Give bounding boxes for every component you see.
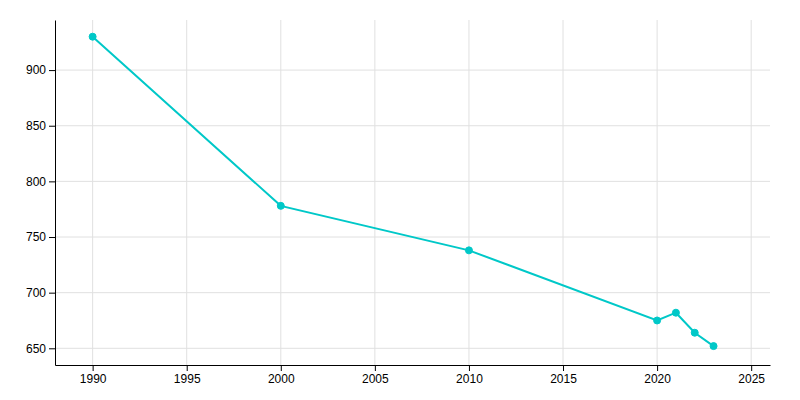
x-tick-label: 2025: [738, 372, 765, 386]
x-tick: 2025: [738, 365, 765, 386]
y-tick: 850: [26, 119, 55, 133]
y-tick: 800: [26, 175, 55, 189]
grid-line-x: [751, 20, 752, 365]
x-tick-mark: [281, 365, 282, 371]
x-tick-mark: [563, 365, 564, 371]
y-tick-mark: [49, 181, 55, 182]
y-tick-mark: [49, 70, 55, 71]
point: [710, 343, 717, 350]
x-tick-mark: [187, 365, 188, 371]
grid-line-y: [55, 348, 770, 349]
grid-line-y: [55, 292, 770, 293]
chart-container: 1990 1995 2000 2005 2010 2015 2020 2025 650 700 75…: [0, 0, 800, 400]
x-tick: 1995: [174, 365, 201, 386]
x-tick-label: 2005: [362, 372, 389, 386]
x-tick-mark: [657, 365, 658, 371]
grid-line-x: [657, 20, 658, 365]
grid-line-y: [55, 125, 770, 126]
plot-area: 1990 1995 2000 2005 2010 2015 2020 2025 650 700 75…: [26, 20, 771, 386]
x-tick-mark: [469, 365, 470, 371]
y-axis-line: [55, 21, 56, 366]
x-tick-label: 1990: [80, 372, 107, 386]
grid-line-x: [563, 20, 564, 365]
x-tick-label: 2015: [550, 372, 577, 386]
grid: [55, 20, 770, 365]
grid-line-x: [468, 20, 469, 365]
point: [672, 309, 679, 316]
grid-line-y: [55, 70, 770, 71]
y-tick-label: 850: [26, 119, 46, 133]
x-axis: 1990 1995 2000 2005 2010 2015 2020 2025: [56, 365, 771, 386]
x-tick: 2015: [550, 365, 577, 386]
line: [93, 37, 714, 346]
y-tick-label: 900: [26, 63, 46, 77]
y-tick: 900: [26, 63, 55, 77]
y-tick-mark: [49, 348, 55, 349]
grid-line-x: [374, 20, 375, 365]
y-tick: 750: [26, 230, 55, 244]
x-tick-label: 2010: [456, 372, 483, 386]
y-tick: 700: [26, 286, 55, 300]
x-tick-mark: [375, 365, 376, 371]
y-tick-mark: [49, 293, 55, 294]
y-tick-label: 750: [26, 230, 46, 244]
y-tick-label: 650: [26, 342, 46, 356]
x-tick: 2020: [644, 365, 671, 386]
y-tick-label: 700: [26, 286, 46, 300]
x-tick-mark: [751, 365, 752, 371]
grid-line-x: [186, 20, 187, 365]
x-tick-mark: [93, 365, 94, 371]
marks: [89, 33, 717, 349]
y-tick-mark: [49, 126, 55, 127]
grid-line-x: [280, 20, 281, 365]
chart-svg: 1990 1995 2000 2005 2010 2015 2020 2025 650 700 75…: [0, 0, 800, 400]
x-tick: 2010: [456, 365, 483, 386]
y-tick-mark: [49, 237, 55, 238]
x-tick-label: 2000: [268, 372, 295, 386]
point: [89, 33, 96, 40]
y-axis: 650 700 750 800 850 900: [26, 21, 56, 366]
y-tick: 650: [26, 342, 55, 356]
point: [654, 317, 661, 324]
x-tick-label: 1995: [174, 372, 201, 386]
point: [465, 247, 472, 254]
x-tick: 2000: [268, 365, 295, 386]
x-tick: 2005: [362, 365, 389, 386]
point: [691, 329, 698, 336]
point: [277, 202, 284, 209]
x-tick-label: 2020: [644, 372, 671, 386]
y-tick-label: 800: [26, 175, 46, 189]
x-tick: 1990: [80, 365, 107, 386]
grid-line-y: [55, 181, 770, 182]
x-axis-line: [56, 365, 771, 366]
grid-line-x: [92, 20, 93, 365]
